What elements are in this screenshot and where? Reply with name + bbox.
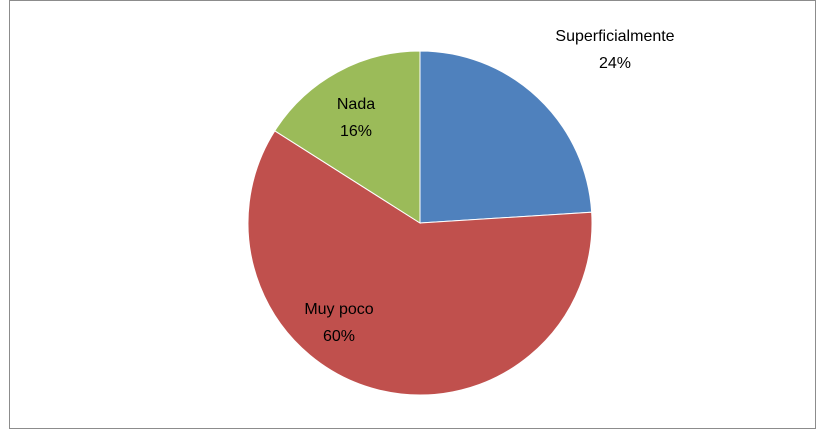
slice-label: Superficialmente [555, 28, 674, 45]
pie-slice [247, 130, 593, 396]
slice-label: Muy poco [304, 301, 373, 318]
slice-value-label: 60% [323, 328, 355, 345]
pie-slice [419, 50, 593, 224]
slice-label: Nada [337, 96, 375, 113]
pie-slice [274, 50, 421, 224]
slice-value-label: 16% [340, 123, 372, 140]
slice-value-label: 24% [599, 55, 631, 72]
